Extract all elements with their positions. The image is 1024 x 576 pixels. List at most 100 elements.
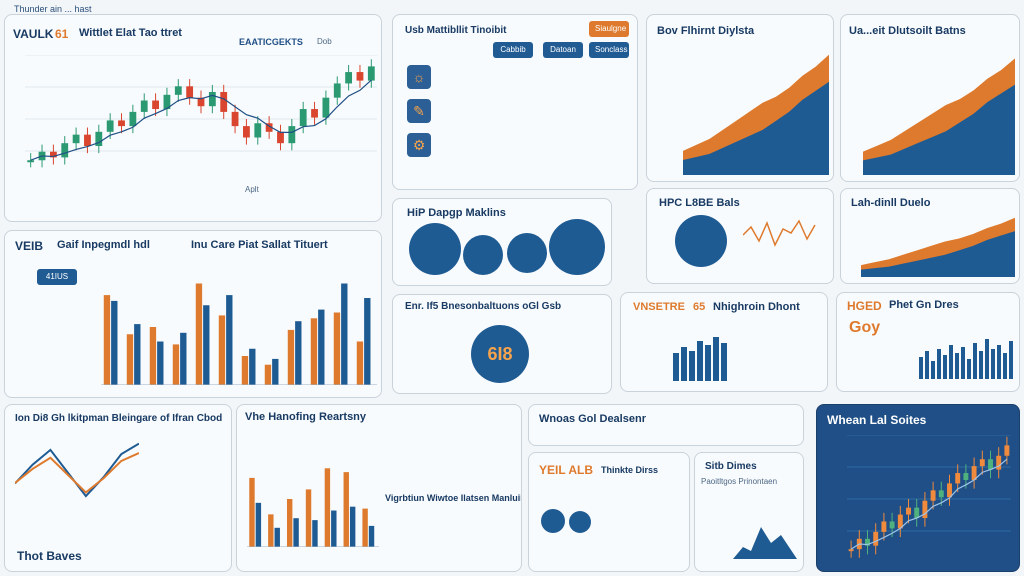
- candle: [277, 131, 284, 144]
- bar-navy: [274, 527, 280, 547]
- bar-orange: [333, 312, 341, 385]
- candle: [72, 134, 80, 144]
- candle: [129, 111, 137, 127]
- tab-2[interactable]: Datoan: [543, 42, 583, 58]
- dense-bar: [931, 361, 935, 379]
- wave-line: [743, 219, 816, 247]
- panel12-footer: Thot Baves: [17, 549, 82, 563]
- wrench-icon: ✎: [407, 99, 431, 123]
- panel4-title: Ua...eit Dlutsoilt Batns: [849, 25, 966, 37]
- bar-orange: [324, 468, 331, 547]
- tab-3[interactable]: Sonclass: [589, 42, 629, 58]
- candlestick-chart-2: [847, 435, 1011, 558]
- candle: [220, 91, 228, 112]
- tab-1[interactable]: Cabbib: [493, 42, 533, 58]
- bubble-1: [409, 223, 461, 275]
- candle: [996, 455, 1002, 470]
- bar-navy: [111, 300, 118, 385]
- dense-bar: [973, 343, 977, 379]
- candle: [356, 72, 364, 81]
- candle: [186, 86, 194, 98]
- candle: [345, 72, 353, 84]
- line-series-navy: [15, 442, 139, 498]
- bar-navy: [157, 341, 164, 385]
- dense-bar: [985, 339, 989, 379]
- cog-icon: ⚙: [407, 133, 431, 157]
- panel-area-chart-3: Lah-dinll Duelo: [840, 188, 1020, 284]
- panel3-title: Bov Flhirnt Diylsta: [657, 25, 755, 37]
- panel16-subtitle: Paoitltgos Prinontaen: [701, 477, 778, 486]
- candle: [61, 143, 69, 158]
- bar-orange: [172, 344, 180, 385]
- candle: [288, 126, 296, 144]
- panel1-title-left: VAULK: [13, 27, 54, 41]
- candle: [118, 120, 125, 127]
- panel-mountain: Sitb Dimes Paoitltgos Prinontaen: [694, 452, 804, 572]
- bar-orange: [264, 364, 272, 385]
- panel5-badge[interactable]: 41IUS: [37, 269, 77, 285]
- candle: [49, 151, 57, 158]
- mini-bar: [689, 351, 695, 381]
- candle: [311, 109, 318, 118]
- bar-navy: [331, 510, 337, 547]
- area-chart-3: [861, 217, 1015, 277]
- dense-bar: [1009, 341, 1013, 379]
- candle: [947, 483, 952, 498]
- panel1-legend2: Dob: [317, 37, 332, 46]
- candle: [922, 500, 928, 519]
- panel9-big: 6I8: [487, 343, 513, 364]
- bar-orange: [241, 356, 249, 385]
- bar-navy: [368, 525, 375, 547]
- tab-4[interactable]: Siaulgne: [589, 21, 629, 37]
- bar-navy: [293, 518, 299, 547]
- mini-bar: [681, 347, 687, 381]
- panel12-title: Ion Di8 Gh lkitpman Bleingare of Ifran C…: [15, 413, 223, 424]
- bar-orange: [305, 489, 312, 547]
- bar-orange: [286, 499, 293, 547]
- dense-bar: [919, 357, 923, 379]
- panel16-title: Sitb Dimes: [705, 461, 757, 472]
- bar-orange: [356, 341, 364, 385]
- panel2-title: Usb Mattibllit Tinoibit: [405, 25, 507, 36]
- bar-orange: [310, 318, 318, 385]
- area-series-navy: [683, 81, 829, 175]
- panel-candlestick-dark: Whean Lal Soites: [816, 404, 1020, 572]
- area-series-navy: [863, 84, 1015, 175]
- ring-circle: [675, 215, 727, 267]
- bar-orange: [195, 283, 203, 385]
- line-chart: [15, 442, 139, 498]
- panel11-title2: Phet Gn Dres: [889, 299, 959, 311]
- panel-ring: HPC L8BE Bals: [646, 188, 834, 284]
- wave-polyline: [743, 219, 816, 247]
- dense-bar: [997, 345, 1001, 379]
- candle: [367, 66, 375, 81]
- panel-bubbles: HiP Dapgp Maklins: [392, 198, 612, 286]
- panel-area-chart-1: Bov Flhirnt Diylsta: [646, 14, 834, 182]
- panel5-title2: Inu Care Piat Sallat Tituert: [191, 239, 328, 251]
- bar-orange: [362, 508, 368, 547]
- dense-bar-chart: [919, 339, 1013, 379]
- sun-icon: ☼: [407, 65, 431, 89]
- candle: [930, 490, 936, 501]
- dense-bar: [961, 347, 965, 379]
- bar-orange: [149, 327, 157, 385]
- panel14-title: Wnoas Gol Dealsenr: [539, 413, 646, 425]
- line-series-orange: [15, 452, 139, 494]
- candle: [299, 109, 307, 127]
- bar-chart-1: [101, 283, 377, 385]
- big-circle: 6I8: [471, 325, 529, 383]
- candle: [1004, 445, 1010, 456]
- candle: [106, 120, 114, 132]
- candle: [865, 538, 870, 546]
- dense-bar: [991, 349, 995, 379]
- panel-area-chart-2: Ua...eit Dlutsoilt Batns: [840, 14, 1020, 182]
- candlestick-chart-1: [25, 55, 377, 168]
- bar-orange: [103, 295, 111, 385]
- dense-bar: [967, 359, 971, 379]
- panel-mini-bars: VNSETRE 65 Nhighroin Dhont: [620, 292, 828, 392]
- area-chart-1: [683, 54, 829, 175]
- dense-bar: [949, 345, 953, 379]
- bar-navy: [255, 502, 262, 547]
- bar-navy: [295, 321, 302, 385]
- panel1-tag: Aplt: [245, 185, 259, 194]
